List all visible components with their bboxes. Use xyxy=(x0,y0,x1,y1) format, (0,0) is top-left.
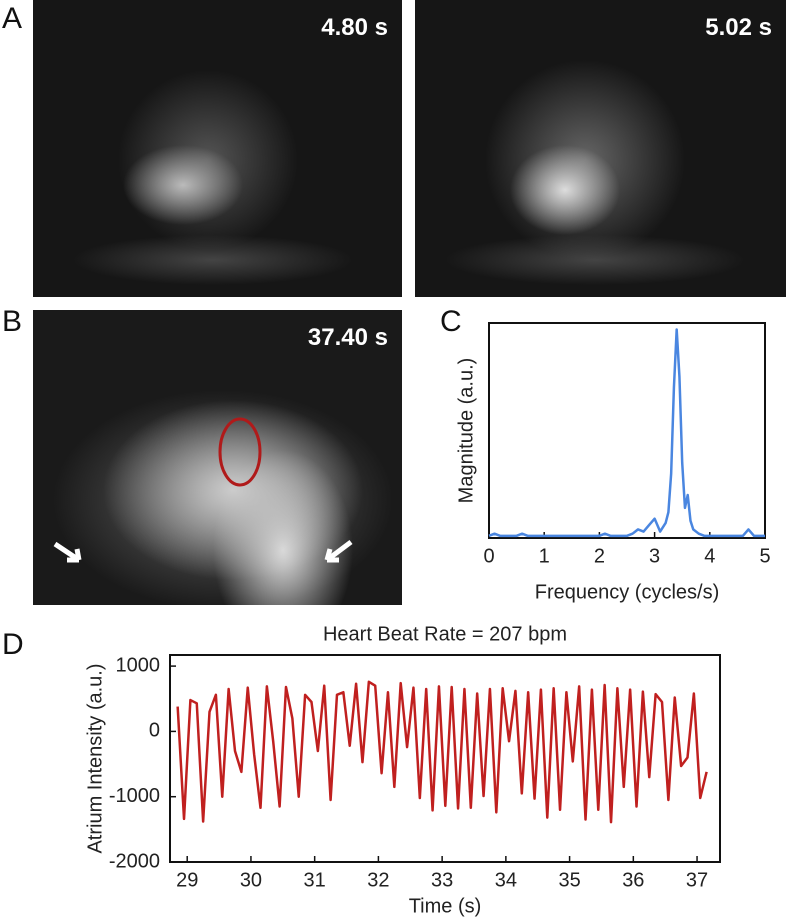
x-tick-label: 3 xyxy=(649,545,660,567)
x-tick-label: 37 xyxy=(686,869,708,891)
x-tick-label: 0 xyxy=(483,545,494,567)
x-tick-label: 30 xyxy=(240,869,262,891)
y-tick-label: -1000 xyxy=(109,785,160,807)
x-tick-label: 2 xyxy=(594,545,605,567)
x-tick-label: 5 xyxy=(759,545,770,567)
image: 37.40 s xyxy=(33,310,402,605)
chart-title: Heart Beat Rate = 207 bpm xyxy=(323,623,567,645)
timestamp: 5.02 s xyxy=(705,14,772,41)
arrow xyxy=(53,541,82,563)
x-tick-label: 35 xyxy=(558,869,580,891)
x-tick-label: 1 xyxy=(539,545,550,567)
timestamp: 37.40 s xyxy=(307,324,388,351)
x-tick-label: 29 xyxy=(176,869,198,891)
x-tick-label: 31 xyxy=(304,869,326,891)
timestamp: 4.80 s xyxy=(321,14,388,41)
y-axis-label: Atrium Intensity (a.u.) xyxy=(84,663,106,853)
x-tick-label: 33 xyxy=(431,869,453,891)
y-tick-label: 0 xyxy=(149,720,160,742)
panel-label: C xyxy=(440,305,462,338)
image: 4.80 s xyxy=(33,0,402,297)
panel-label: B xyxy=(2,305,23,338)
panel-label: A xyxy=(2,2,23,35)
y-tick-label: -2000 xyxy=(109,850,160,872)
data-line xyxy=(176,680,708,824)
x-axis-label: Time (s) xyxy=(409,895,482,917)
panel-label: D xyxy=(2,628,24,661)
y-axis-label: Magnitude (a.u.) xyxy=(455,358,477,504)
data-line xyxy=(488,328,765,538)
x-tick-label: 32 xyxy=(367,869,389,891)
plot-frame xyxy=(488,322,766,539)
x-axis-label: Frequency (cycles/s) xyxy=(535,581,720,603)
x-tick-label: 4 xyxy=(704,545,715,567)
roi-ellipse xyxy=(218,417,262,487)
y-tick-label: 1000 xyxy=(116,654,161,676)
arrow xyxy=(324,540,353,563)
x-tick-label: 34 xyxy=(495,869,517,891)
x-tick-label: 36 xyxy=(622,869,644,891)
annotations xyxy=(53,417,353,563)
image: 5.02 s xyxy=(415,0,786,297)
plot-frame xyxy=(169,654,721,863)
